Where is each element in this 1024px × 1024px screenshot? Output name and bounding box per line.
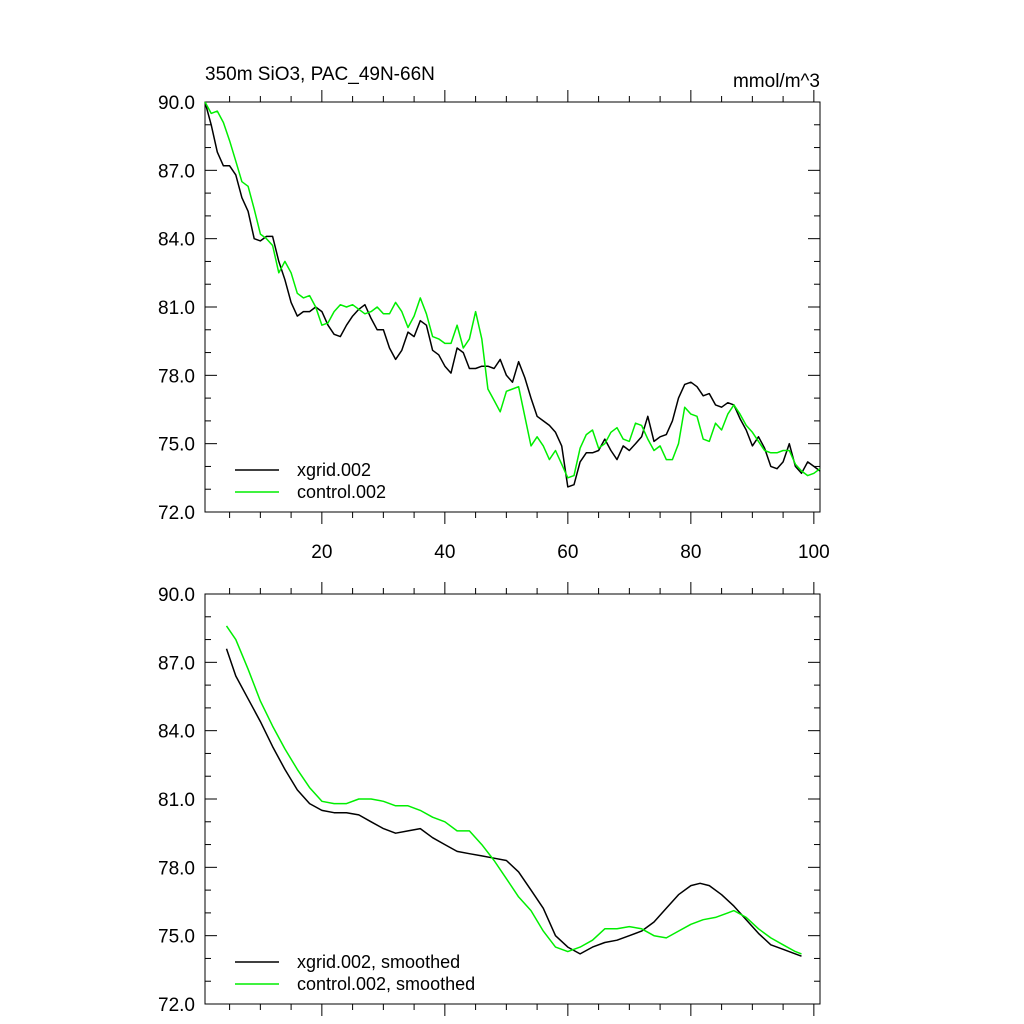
y-tick-label: 75.0 <box>158 435 195 456</box>
x-tick-label: 100 <box>798 542 830 563</box>
x-tick-label: 20 <box>311 542 332 563</box>
chart-panel-1: 90.0 87.0 84.0 81.0 78.0 75.0 72.0 20 40 60 80 100 3… <box>158 64 830 563</box>
x-tick-label: 60 <box>557 542 578 563</box>
chart-panel-2: 90.0 87.0 84.0 81.0 78.0 75.0 72.0 xgrid.002, s… <box>158 582 821 1016</box>
y-tick-label: 84.0 <box>158 722 195 743</box>
chart-title: 350m SiO3, PAC_49N-66N <box>205 64 435 85</box>
y-tick-label: 78.0 <box>158 858 195 879</box>
series-line-control <box>204 101 821 479</box>
legend-label: control.002, smoothed <box>297 974 475 994</box>
y-tick-label: 72.0 <box>158 995 195 1016</box>
y-tick-label: 90.0 <box>158 93 195 114</box>
plot-frame <box>204 593 821 1005</box>
y-tick-label: 87.0 <box>158 653 195 674</box>
series-line-control <box>225 625 802 955</box>
units-label: mmol/m^3 <box>733 71 820 92</box>
y-tick-label: 72.0 <box>158 503 195 524</box>
x-tick-label: 40 <box>434 542 455 563</box>
y-tick-label: 75.0 <box>158 927 195 948</box>
y-tick-label: 81.0 <box>158 790 195 811</box>
legend-label: xgrid.002 <box>297 460 371 480</box>
y-tick-label: 78.0 <box>158 366 195 387</box>
y-tick-label: 87.0 <box>158 161 195 182</box>
plot-frame <box>204 101 821 513</box>
y-tick-label: 81.0 <box>158 298 195 319</box>
series-line-xgrid <box>204 101 821 488</box>
x-tick-label: 80 <box>680 542 701 563</box>
series-line-xgrid <box>225 648 802 957</box>
y-tick-label: 90.0 <box>158 585 195 606</box>
legend-label: control.002 <box>297 482 386 502</box>
legend-label: xgrid.002, smoothed <box>297 952 460 972</box>
y-tick-label: 84.0 <box>158 230 195 251</box>
